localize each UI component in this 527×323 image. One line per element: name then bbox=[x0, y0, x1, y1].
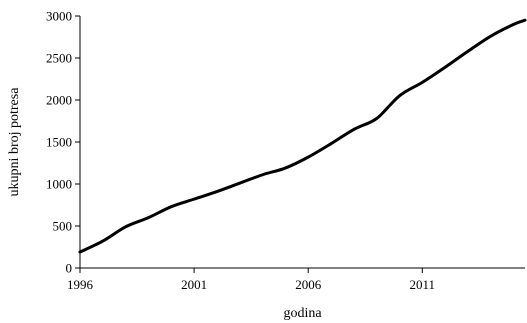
x-tick-label: 1996 bbox=[67, 277, 94, 292]
y-tick-label: 1000 bbox=[46, 177, 72, 192]
y-tick-label: 2500 bbox=[46, 51, 72, 66]
y-tick-label: 0 bbox=[66, 261, 73, 276]
series-layer bbox=[78, 18, 527, 254]
x-tick-label: 2001 bbox=[181, 277, 207, 292]
ticks: 0 500 1000 1500 2000 2500 3000 1996 2001 2006 2011 bbox=[46, 9, 435, 293]
y-tick-label: 1500 bbox=[46, 135, 72, 150]
x-axis-title: godina bbox=[283, 306, 322, 321]
y-axis-title: ukupni broj potresa bbox=[7, 87, 22, 197]
y-tick-label: 500 bbox=[53, 219, 73, 234]
y-tick-label: 2000 bbox=[46, 93, 72, 108]
axes bbox=[79, 16, 525, 269]
y-tick-label: 3000 bbox=[46, 9, 72, 24]
x-tick-label: 2011 bbox=[410, 277, 436, 292]
series-line bbox=[78, 18, 527, 254]
x-tick-label: 2006 bbox=[295, 277, 322, 292]
